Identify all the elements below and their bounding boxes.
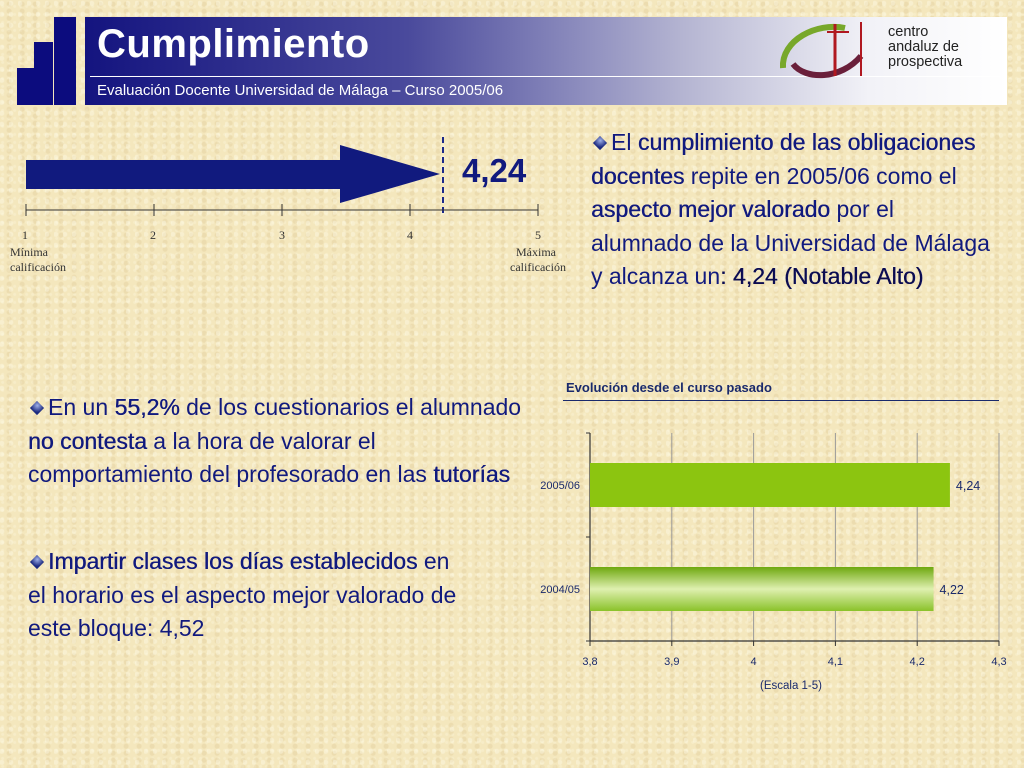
chart-title: Evolución desde el curso pasado: [566, 380, 772, 395]
paragraph-cumplimiento: El cumplimiento de las obligaciones doce…: [591, 129, 990, 289]
paragraph-tutorias: En un 55,2% de los cuestionarios el alum…: [28, 394, 522, 487]
chart-value-label: 4,22: [940, 583, 964, 597]
chart-bar-2004-05: [590, 567, 934, 611]
chart-category-label: 2004/05: [540, 584, 580, 596]
scale-tick-4: 4: [407, 228, 413, 242]
cap-logo-icon: [779, 22, 864, 79]
score-scale: [25, 137, 539, 217]
chart-xtick-label: 4,1: [828, 656, 843, 668]
chart-value-label: 4,24: [956, 479, 980, 493]
bullet-icon: [592, 135, 608, 150]
arrow-icon: [26, 145, 440, 203]
chart-xtick-label: 4: [751, 656, 757, 668]
page-title: Cumplimiento: [97, 22, 370, 66]
chart-xtick-label: 3,8: [582, 656, 597, 668]
score-value: 4,24: [462, 152, 527, 189]
chart-xtick-label: 4,3: [991, 656, 1006, 668]
paragraph-impartir-clases: Impartir clases los días establecidos en…: [28, 548, 457, 641]
bullet-icon: [29, 554, 45, 569]
chart-xtick-label: 4,2: [910, 656, 925, 668]
bullet-icon: [29, 400, 45, 415]
scale-max-label: Máxima calificación: [510, 245, 566, 274]
chart-xlabel: (Escala 1-5): [760, 680, 822, 692]
chart-bar-2005-06: [590, 463, 950, 507]
scale-tick-5: 5: [535, 228, 541, 242]
scale-tick-2: 2: [150, 228, 156, 242]
chart-category-label: 2005/06: [540, 480, 580, 492]
evolution-bar-chart: 3,8 3,9 4 4,1 4,2 4,3 2005/06 4,24 2004/05 4,22: [540, 432, 1007, 668]
scale-tick-3: 3: [279, 228, 285, 242]
cap-logo-text: centro andaluz de prospectiva: [888, 24, 963, 70]
chart-xtick-label: 3,9: [664, 656, 679, 668]
header-divider: [90, 76, 1000, 77]
scale-min-label: Mínima calificación: [10, 245, 66, 274]
page-subtitle: Evaluación Docente Universidad de Málaga…: [97, 82, 504, 99]
chart-title-underline: [563, 400, 999, 401]
scale-tick-1: 1: [22, 228, 28, 242]
